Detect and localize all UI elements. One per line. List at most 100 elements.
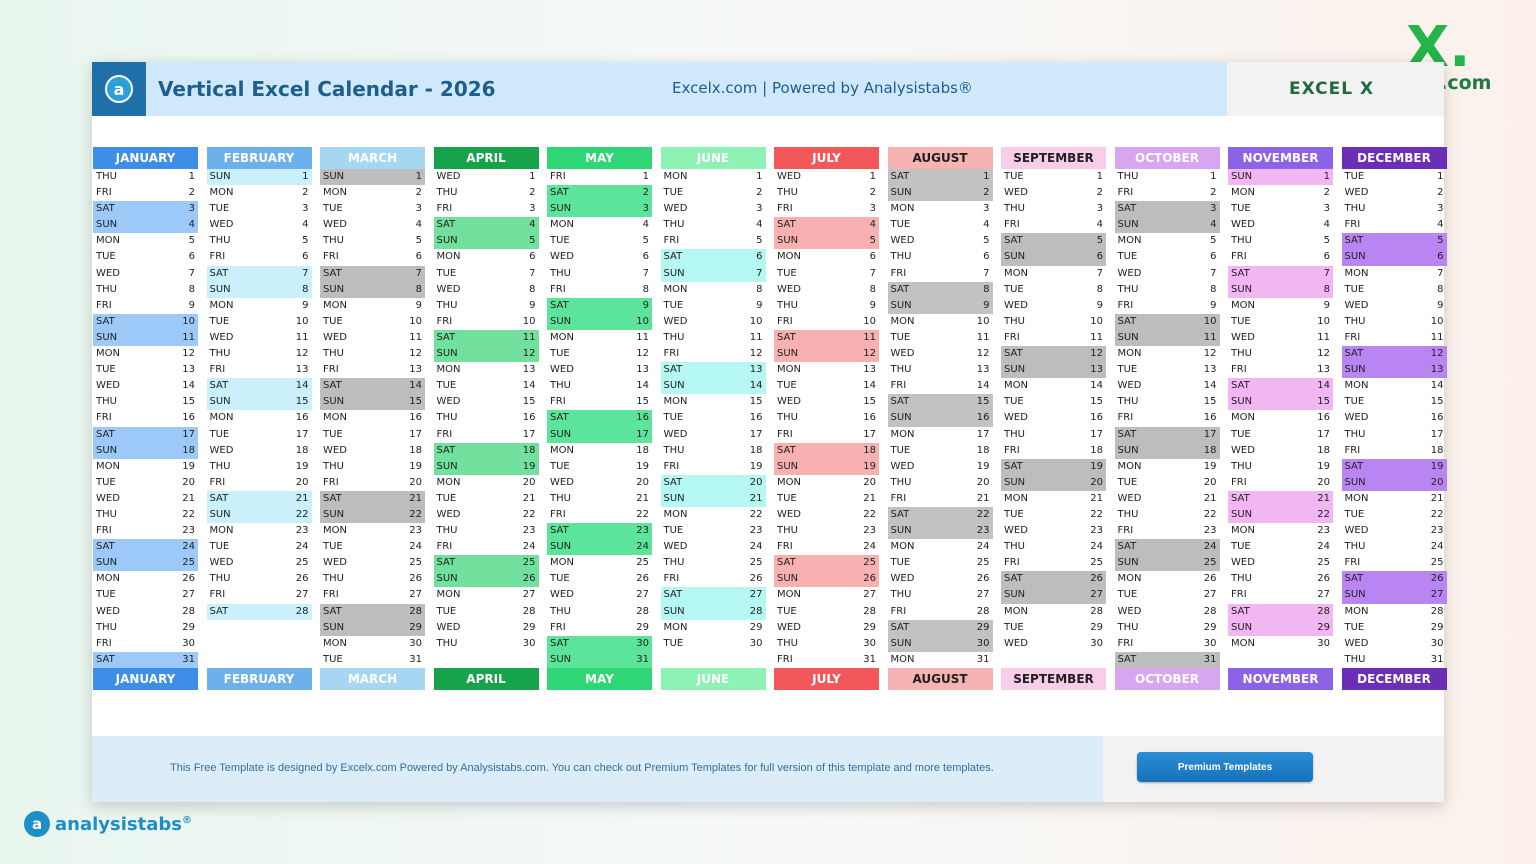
day-row[interactable]: THU 25 — [661, 555, 766, 571]
day-row[interactable]: FRI 18 — [1342, 443, 1447, 459]
day-row[interactable]: WED 15 — [774, 394, 879, 410]
day-row[interactable]: TUE 20 — [1115, 475, 1220, 491]
day-row[interactable]: SUN 31 — [547, 651, 652, 668]
day-row[interactable]: THU 10 — [1342, 314, 1447, 330]
day-row[interactable]: SAT 16 — [547, 410, 652, 427]
day-row[interactable]: MON 6 — [434, 249, 539, 265]
day-row[interactable]: SUN 21 — [660, 490, 766, 507]
day-row[interactable]: MON 28 — [1001, 604, 1106, 620]
day-row[interactable]: WED 22 — [434, 507, 539, 523]
day-row[interactable]: SAT 5 — [1341, 233, 1447, 250]
day-row[interactable]: WED 23 — [1342, 523, 1447, 539]
day-row[interactable]: WED 25 — [320, 555, 425, 571]
day-row[interactable]: TUE 2 — [661, 185, 766, 201]
day-row[interactable]: MON 18 — [547, 443, 652, 459]
day-row[interactable]: WED 21 — [93, 491, 198, 507]
day-row[interactable]: SUN 20 — [1341, 474, 1447, 491]
day-row[interactable]: MON 28 — [1342, 604, 1447, 620]
day-row[interactable]: MON 1 — [661, 169, 766, 185]
day-row[interactable]: SUN 6 — [1341, 249, 1447, 266]
day-row[interactable]: SUN 23 — [887, 523, 993, 540]
day-row[interactable]: WED 11 — [320, 330, 425, 346]
day-row[interactable]: SUN 15 — [320, 394, 425, 411]
day-row[interactable]: THU 26 — [320, 571, 425, 587]
day-row[interactable]: THU 22 — [1115, 507, 1220, 523]
day-row[interactable]: MON 19 — [1115, 459, 1220, 475]
day-row[interactable]: SAT 18 — [433, 442, 539, 459]
day-row[interactable]: SAT 22 — [887, 506, 993, 524]
day-row[interactable]: THU 24 — [1342, 539, 1447, 555]
day-row[interactable]: SUN 15 — [1228, 394, 1333, 411]
day-row[interactable]: SUN 4 — [1114, 217, 1220, 234]
day-row[interactable]: THU 9 — [434, 298, 539, 314]
day-row[interactable]: SAT 19 — [1341, 458, 1447, 475]
day-row[interactable]: SAT 1 — [887, 169, 993, 186]
day-row[interactable]: TUE 8 — [1001, 282, 1106, 298]
day-row[interactable]: MON 24 — [888, 539, 993, 555]
day-row[interactable]: THU 28 — [547, 604, 652, 620]
day-row[interactable]: MON 16 — [320, 410, 425, 426]
day-row[interactable]: THU 2 — [774, 185, 879, 201]
day-row[interactable]: SUN 18 — [93, 442, 198, 459]
day-row[interactable]: MON 10 — [888, 314, 993, 330]
day-row[interactable]: SAT 21 — [206, 490, 312, 507]
day-row[interactable]: TUE 5 — [547, 233, 652, 249]
day-row[interactable]: THU 16 — [774, 410, 879, 426]
day-row[interactable]: TUE 9 — [661, 298, 766, 314]
day-row[interactable]: SUN 19 — [433, 458, 539, 475]
day-row[interactable]: SAT 25 — [433, 555, 539, 572]
day-row[interactable]: THU 1 — [93, 169, 198, 185]
day-row[interactable]: SUN 2 — [887, 185, 993, 202]
day-row[interactable]: MON 13 — [434, 362, 539, 378]
day-row[interactable]: TUE 3 — [207, 201, 312, 217]
day-row[interactable]: TUE 1 — [1001, 169, 1106, 185]
day-row[interactable]: SAT 28 — [320, 603, 425, 620]
day-row[interactable]: WED 21 — [1115, 491, 1220, 507]
day-row[interactable]: SUN 11 — [1114, 329, 1220, 347]
day-row[interactable]: TUE 20 — [93, 475, 198, 491]
day-row[interactable]: THU 3 — [1001, 201, 1106, 217]
day-row[interactable]: TUE 22 — [1001, 507, 1106, 523]
day-row[interactable]: TUE 28 — [774, 604, 879, 620]
day-row[interactable]: THU 17 — [1001, 427, 1106, 443]
day-row[interactable]: THU 23 — [434, 523, 539, 539]
day-row[interactable]: SAT 4 — [433, 217, 539, 234]
day-row[interactable]: MON 9 — [1228, 298, 1333, 314]
day-row[interactable]: WED 1 — [774, 169, 879, 185]
day-row[interactable]: MON 6 — [774, 249, 879, 265]
day-row[interactable]: FRI 4 — [1342, 217, 1447, 233]
day-row[interactable]: SAT 7 — [1228, 265, 1333, 282]
day-row[interactable]: TUE 10 — [1228, 314, 1333, 330]
day-row[interactable]: SUN 1 — [1228, 169, 1333, 186]
day-row[interactable]: TUE 10 — [207, 314, 312, 330]
day-row[interactable]: MON 20 — [774, 475, 879, 491]
day-row[interactable]: MON 20 — [434, 475, 539, 491]
day-row[interactable]: WED 16 — [1342, 410, 1447, 426]
day-row[interactable]: FRI 24 — [774, 539, 879, 555]
day-row[interactable]: FRI 9 — [93, 298, 198, 314]
day-row[interactable]: THU 8 — [93, 282, 198, 298]
day-row[interactable]: MON 22 — [661, 507, 766, 523]
day-row[interactable]: WED 23 — [1001, 523, 1106, 539]
day-row[interactable]: SAT 12 — [1341, 346, 1447, 363]
day-row[interactable]: FRI 30 — [93, 636, 198, 652]
day-row[interactable]: THU 3 — [1342, 201, 1447, 217]
day-row[interactable]: MON 5 — [93, 233, 198, 249]
day-row[interactable]: SUN 17 — [547, 426, 652, 443]
day-row[interactable]: MON 2 — [1228, 185, 1333, 201]
day-row[interactable]: TUE 24 — [1228, 539, 1333, 555]
day-row[interactable]: FRI 24 — [434, 539, 539, 555]
day-row[interactable]: SUN 7 — [660, 265, 766, 282]
day-row[interactable]: TUE 29 — [1342, 620, 1447, 636]
day-row[interactable]: THU 9 — [774, 298, 879, 314]
day-row[interactable]: WED 15 — [434, 394, 539, 410]
day-row[interactable]: THU 7 — [547, 266, 652, 282]
day-row[interactable]: THU 2 — [434, 185, 539, 201]
day-row[interactable]: TUE 24 — [320, 539, 425, 555]
day-row[interactable]: FRI 13 — [1228, 362, 1333, 378]
day-row[interactable]: MON 14 — [1342, 378, 1447, 394]
day-row[interactable]: WED 28 — [1115, 604, 1220, 620]
day-row[interactable]: MON 23 — [207, 523, 312, 539]
day-row[interactable]: THU 24 — [1001, 539, 1106, 555]
day-row[interactable]: SUN 13 — [1341, 362, 1447, 379]
